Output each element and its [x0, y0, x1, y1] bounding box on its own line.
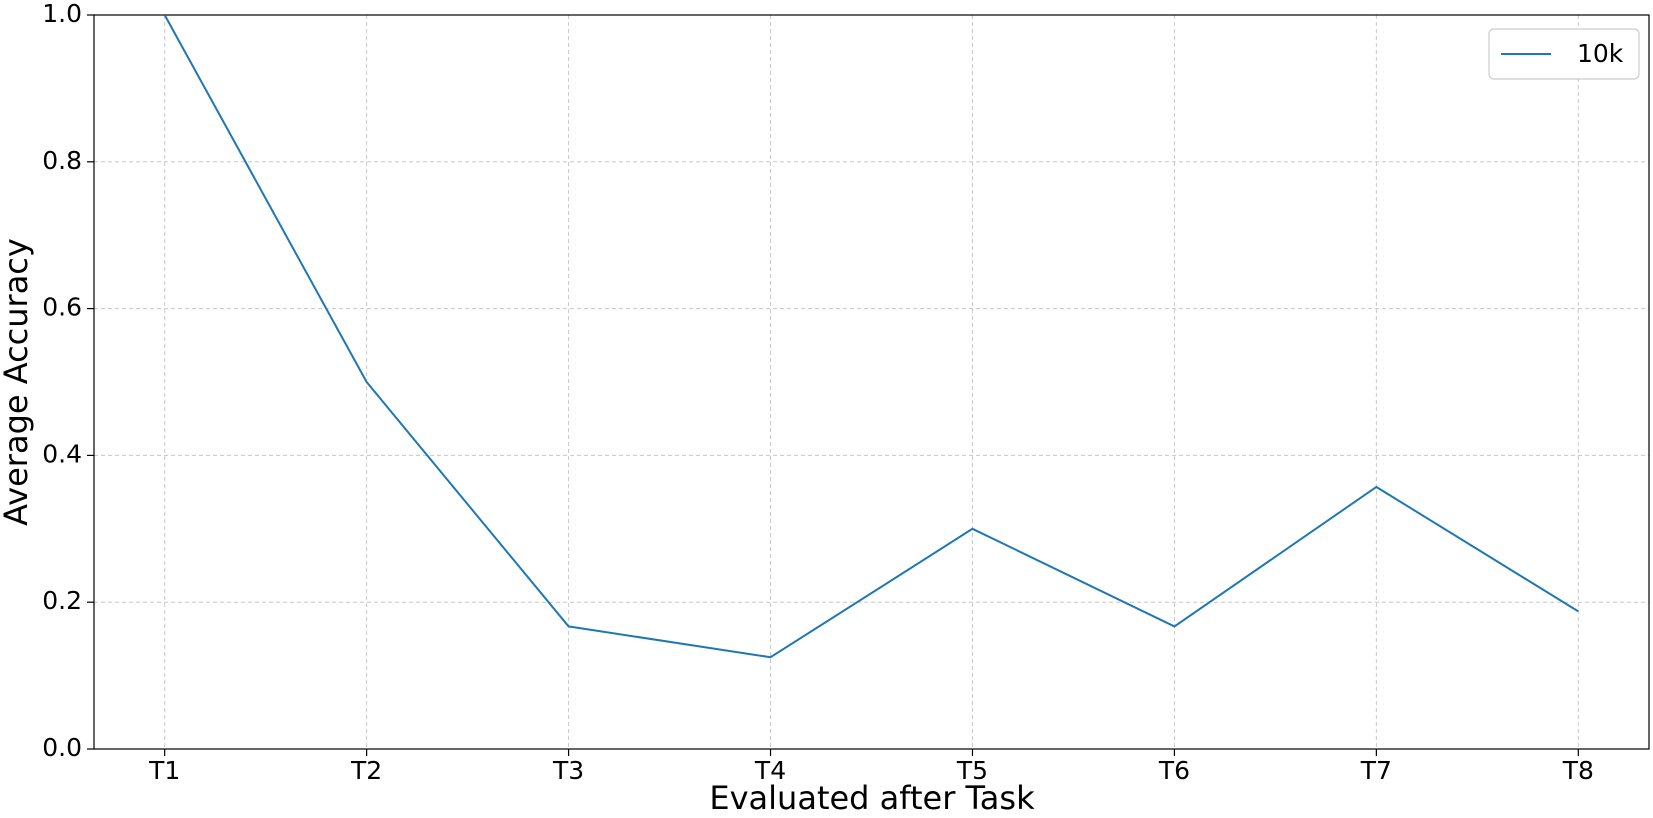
x-tick-label: T3: [552, 756, 584, 785]
x-tick-label: T2: [350, 756, 382, 785]
line: [163, 15, 1579, 659]
x-tick-label: T6: [1158, 756, 1190, 785]
legend-box: [1488, 28, 1640, 80]
x-axis-label: Evaluated after Task: [709, 779, 1035, 817]
plot-frame: [93, 14, 1650, 750]
x-tick-label: T7: [1360, 756, 1392, 785]
x-tick-label: T4: [754, 756, 786, 785]
y-tick-label: 0.4: [42, 439, 82, 468]
legend-label: 10k: [1577, 39, 1624, 68]
y-tick-label: 0.0: [42, 733, 82, 762]
x-tick-label: T8: [1562, 756, 1594, 785]
y-tick-label: 0.2: [42, 586, 82, 615]
y-tick-label: 0.8: [42, 146, 82, 175]
x-tick-label: T1: [148, 756, 180, 785]
y-tick-label: 0.6: [42, 293, 82, 322]
y-axis-label: Average Accuracy: [0, 238, 35, 526]
y-tick-label: 1.0: [42, 0, 82, 28]
x-tick-label: T5: [956, 756, 988, 785]
